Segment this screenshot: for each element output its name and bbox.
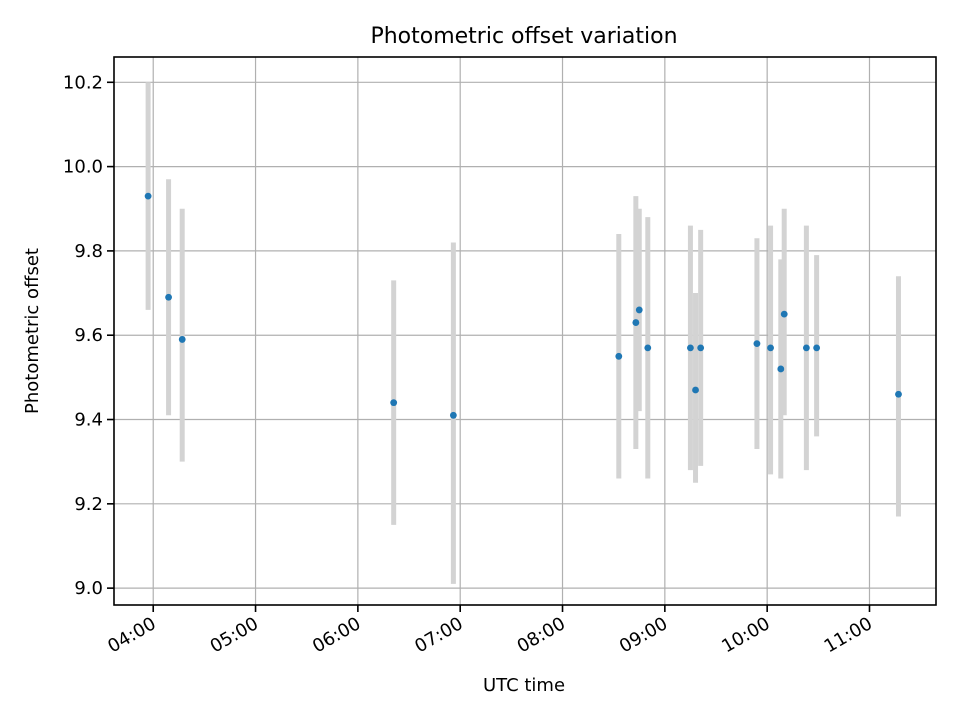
data-point <box>632 319 640 326</box>
data-point <box>777 365 785 373</box>
data-point <box>687 344 694 352</box>
y-axis-label: Photometric offset <box>22 248 43 414</box>
data-point <box>753 340 761 348</box>
data-points <box>144 192 902 419</box>
chart-title: Photometric offset variation <box>370 24 677 49</box>
data-point <box>635 306 643 314</box>
y-axis-ticks: 9.0 9.2 9.4 9.6 9.8 10.0 10.2 <box>63 72 114 599</box>
data-point <box>390 399 398 407</box>
data-point <box>144 192 152 200</box>
y-tick-label: 10.0 <box>63 157 103 178</box>
y-tick-label: 9.2 <box>74 494 103 515</box>
x-axis-label: UTC time <box>483 675 565 696</box>
data-point <box>802 344 810 352</box>
y-tick-label: 10.2 <box>63 72 103 93</box>
data-point <box>644 344 652 352</box>
data-point <box>895 390 902 398</box>
y-tick-label: 9.8 <box>74 241 103 262</box>
data-point <box>780 310 788 318</box>
y-tick-label: 9.4 <box>74 410 103 431</box>
data-point <box>178 336 186 343</box>
data-point <box>615 352 623 360</box>
y-tick-label: 9.6 <box>74 325 103 346</box>
data-point <box>692 386 699 394</box>
data-point <box>813 344 821 352</box>
grid <box>114 57 936 605</box>
data-point <box>767 344 774 352</box>
plot-frame <box>113 56 937 606</box>
y-tick-label: 9.0 <box>74 578 103 599</box>
data-point <box>697 344 705 352</box>
data-point <box>165 293 172 301</box>
data-point <box>449 411 457 419</box>
